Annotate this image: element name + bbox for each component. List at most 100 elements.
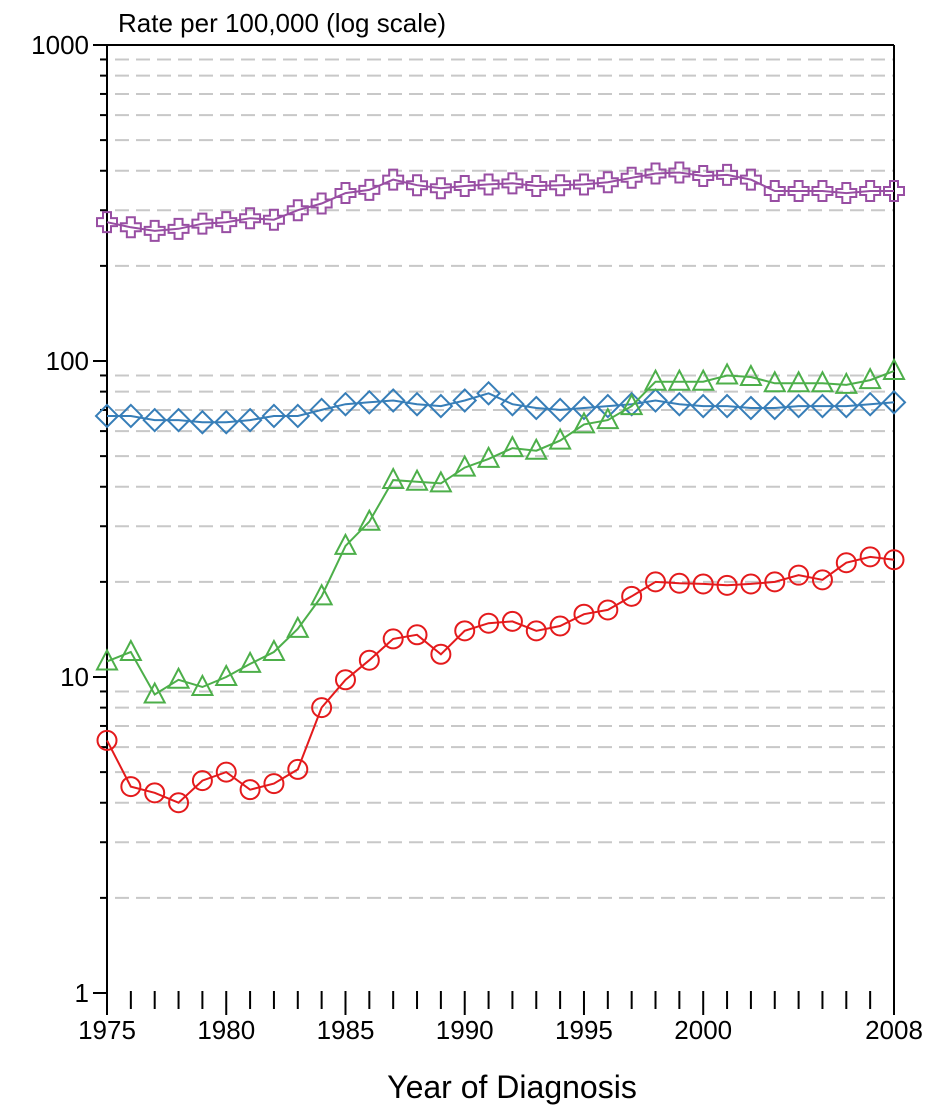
data-point-triangle [143, 681, 167, 704]
data-point-cross [406, 174, 429, 197]
data-point-cross [310, 192, 333, 215]
data-point-triangle [715, 362, 739, 385]
data-point-diamond [333, 391, 358, 417]
data-point-cross [501, 172, 524, 195]
data-point-diamond [643, 388, 668, 413]
data-point-diamond [666, 391, 692, 417]
data-point-triangle [333, 532, 358, 555]
data-point-circle [621, 585, 643, 607]
data-point-cross [382, 168, 405, 191]
data-point-circle [215, 761, 237, 783]
data-point-cross [692, 164, 715, 187]
data-point-cross [334, 182, 357, 205]
data-point-diamond [213, 409, 239, 435]
data-point-diamond [714, 393, 740, 419]
data-point-circle [883, 549, 905, 571]
data-point-circle [287, 758, 309, 780]
data-point-circle [859, 546, 881, 568]
data-point-triangle [667, 368, 692, 391]
data-point-diamond [356, 389, 382, 415]
data-point-circle [525, 620, 547, 642]
data-point-cross [215, 211, 238, 234]
data-point-cross [572, 173, 595, 196]
data-point-triangle [453, 454, 477, 477]
data-point-diamond [619, 391, 645, 417]
data-point-triangle [309, 583, 334, 606]
x-tick-label: 1995 [555, 1015, 613, 1045]
data-point-diamond [523, 395, 549, 421]
data-point-triangle [357, 508, 381, 531]
data-point-cross [453, 174, 476, 197]
data-point-triangle [262, 638, 286, 661]
data-point-cross [96, 211, 118, 234]
data-point-diamond [118, 403, 144, 429]
data-point-triangle [786, 370, 811, 393]
data-point-triangle [381, 466, 405, 490]
data-point-diamond [595, 393, 621, 419]
data-point-circle [597, 599, 619, 621]
data-point-diamond [428, 393, 454, 419]
series-line [106, 171, 894, 232]
y-tick-label: 1 [75, 978, 89, 1008]
data-point-triangle [190, 673, 215, 696]
data-point-triangle [858, 366, 882, 390]
data-point-triangle [643, 368, 668, 391]
data-point-triangle [476, 445, 501, 468]
data-point-triangle [119, 638, 143, 661]
data-point-diamond [404, 391, 430, 417]
data-point-cross [525, 174, 548, 197]
series-circle [96, 546, 905, 814]
data-point-circle [501, 610, 523, 632]
data-point-triangle [834, 371, 858, 394]
data-point-cross [477, 173, 500, 196]
data-point-cross [262, 208, 285, 231]
data-point-circle [120, 776, 142, 798]
data-point-circle [358, 649, 380, 671]
data-point-circle [168, 792, 190, 814]
y-tick-label: 10 [60, 662, 89, 692]
data-point-triangle [500, 434, 525, 458]
data-point-cross [716, 163, 739, 186]
data-point-circle [811, 569, 833, 591]
data-point-diamond [261, 403, 287, 429]
data-point-diamond [476, 380, 501, 406]
x-tick-label: 2000 [674, 1015, 732, 1045]
series-line [106, 555, 895, 804]
data-point-diamond [738, 395, 764, 421]
data-point-triangle [739, 363, 763, 386]
gridlines [115, 58, 894, 899]
data-point-cross [596, 171, 619, 194]
data-point-diamond [94, 403, 120, 429]
data-point-diamond [500, 391, 525, 417]
y-tick-label: 100 [46, 346, 89, 376]
data-point-cross [883, 180, 905, 203]
data-point-triangle [286, 615, 310, 638]
x-tick-label: 1990 [436, 1015, 494, 1045]
data-point-cross [549, 174, 572, 197]
x-tick-label: 2008 [865, 1015, 923, 1045]
data-point-circle [454, 620, 476, 642]
data-point-cross [167, 217, 190, 240]
data-point-diamond [810, 393, 835, 419]
data-point-cross [668, 161, 691, 184]
data-point-cross [429, 177, 452, 200]
series-line [106, 370, 895, 696]
data-point-diamond [452, 388, 478, 413]
data-point-cross [739, 168, 762, 191]
series-group [94, 161, 907, 814]
data-point-diamond [786, 393, 812, 419]
data-point-cross [358, 178, 381, 201]
data-point-diamond [142, 407, 168, 433]
x-tick-label: 1985 [317, 1015, 375, 1045]
axes: 1 10 100 1000 1975 1980 1985 1990 1995 2000 2008 [31, 30, 923, 1045]
data-point-triangle [620, 392, 644, 416]
y-tick-label: 1000 [31, 30, 89, 60]
data-point-circle [430, 643, 452, 665]
data-point-circle [478, 612, 500, 634]
data-point-circle [835, 552, 857, 574]
data-point-circle [764, 571, 786, 593]
data-point-cross [811, 180, 834, 203]
data-point-cross [787, 180, 810, 203]
